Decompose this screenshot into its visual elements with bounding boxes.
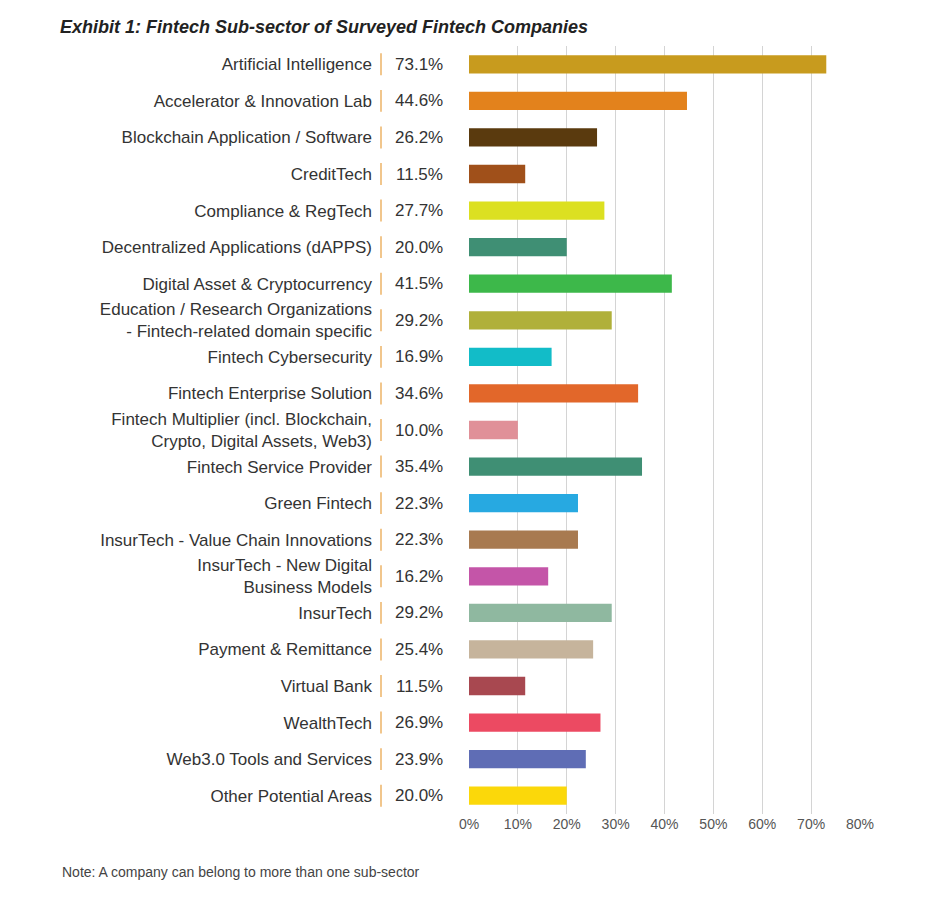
svg-text:Accelerator & Innovation Lab: Accelerator & Innovation Lab xyxy=(154,92,372,111)
svg-text:Digital Asset & Cryptocurrency: Digital Asset & Cryptocurrency xyxy=(142,275,372,294)
svg-text:Fintech Multiplier (incl. Bloc: Fintech Multiplier (incl. Blockchain,Cry… xyxy=(111,410,372,451)
svg-text:Compliance & RegTech: Compliance & RegTech xyxy=(194,202,372,221)
svg-text:Payment & Remittance: Payment & Remittance xyxy=(198,640,372,659)
svg-text:Blockchain Application / Softw: Blockchain Application / Software xyxy=(122,128,372,147)
svg-text:25.4%: 25.4% xyxy=(395,640,443,659)
svg-text:Note: A company can belong to: Note: A company can belong to more than … xyxy=(62,864,420,880)
svg-text:29.2%: 29.2% xyxy=(395,311,443,330)
svg-text:22.3%: 22.3% xyxy=(395,530,443,549)
svg-text:Decentralized Applications (dA: Decentralized Applications (dAPPS) xyxy=(102,238,372,257)
svg-text:InsurTech - New DigitalBusines: InsurTech - New DigitalBusiness Models xyxy=(197,556,372,597)
svg-text:Exhibit 1: Fintech Sub-sector: Exhibit 1: Fintech Sub-sector of Surveye… xyxy=(60,17,588,37)
svg-text:30%: 30% xyxy=(602,816,630,832)
svg-text:CreditTech: CreditTech xyxy=(291,165,372,184)
svg-text:10%: 10% xyxy=(504,816,532,832)
svg-text:70%: 70% xyxy=(797,816,825,832)
svg-text:23.9%: 23.9% xyxy=(395,750,443,769)
svg-text:20.0%: 20.0% xyxy=(395,786,443,805)
svg-text:Other Potential Areas: Other Potential Areas xyxy=(210,787,372,806)
svg-text:60%: 60% xyxy=(748,816,776,832)
svg-text:27.7%: 27.7% xyxy=(395,201,443,220)
svg-text:Web3.0 Tools and Services: Web3.0 Tools and Services xyxy=(167,750,372,769)
svg-text:26.9%: 26.9% xyxy=(395,713,443,732)
svg-text:22.3%: 22.3% xyxy=(395,494,443,513)
svg-text:20%: 20% xyxy=(553,816,581,832)
svg-text:Fintech Service Provider: Fintech Service Provider xyxy=(187,458,373,477)
svg-text:73.1%: 73.1% xyxy=(395,55,443,74)
svg-text:InsurTech: InsurTech xyxy=(298,604,372,623)
svg-text:Artificial Intelligence: Artificial Intelligence xyxy=(222,55,372,74)
svg-text:44.6%: 44.6% xyxy=(395,91,443,110)
svg-text:41.5%: 41.5% xyxy=(395,274,443,293)
svg-text:26.2%: 26.2% xyxy=(395,128,443,147)
svg-text:34.6%: 34.6% xyxy=(395,384,443,403)
svg-text:Fintech Cybersecurity: Fintech Cybersecurity xyxy=(208,348,373,367)
svg-text:20.0%: 20.0% xyxy=(395,238,443,257)
svg-text:16.2%: 16.2% xyxy=(395,567,443,586)
svg-text:11.5%: 11.5% xyxy=(396,677,443,696)
svg-text:80%: 80% xyxy=(846,816,874,832)
svg-text:10.0%: 10.0% xyxy=(395,421,443,440)
svg-text:WealthTech: WealthTech xyxy=(283,714,372,733)
svg-text:50%: 50% xyxy=(699,816,727,832)
svg-text:Fintech Enterprise Solution: Fintech Enterprise Solution xyxy=(168,384,372,403)
svg-text:0%: 0% xyxy=(459,816,479,832)
svg-text:35.4%: 35.4% xyxy=(395,457,443,476)
svg-text:40%: 40% xyxy=(650,816,678,832)
svg-text:29.2%: 29.2% xyxy=(395,603,443,622)
svg-text:16.9%: 16.9% xyxy=(395,347,443,366)
svg-text:InsurTech - Value Chain Innova: InsurTech - Value Chain Innovations xyxy=(100,531,372,550)
svg-text:Virtual Bank: Virtual Bank xyxy=(281,677,373,696)
svg-text:11.5%: 11.5% xyxy=(396,165,443,184)
svg-text:Education / Research Organizat: Education / Research Organizations- Fint… xyxy=(100,300,373,341)
svg-text:Green Fintech: Green Fintech xyxy=(264,494,372,513)
